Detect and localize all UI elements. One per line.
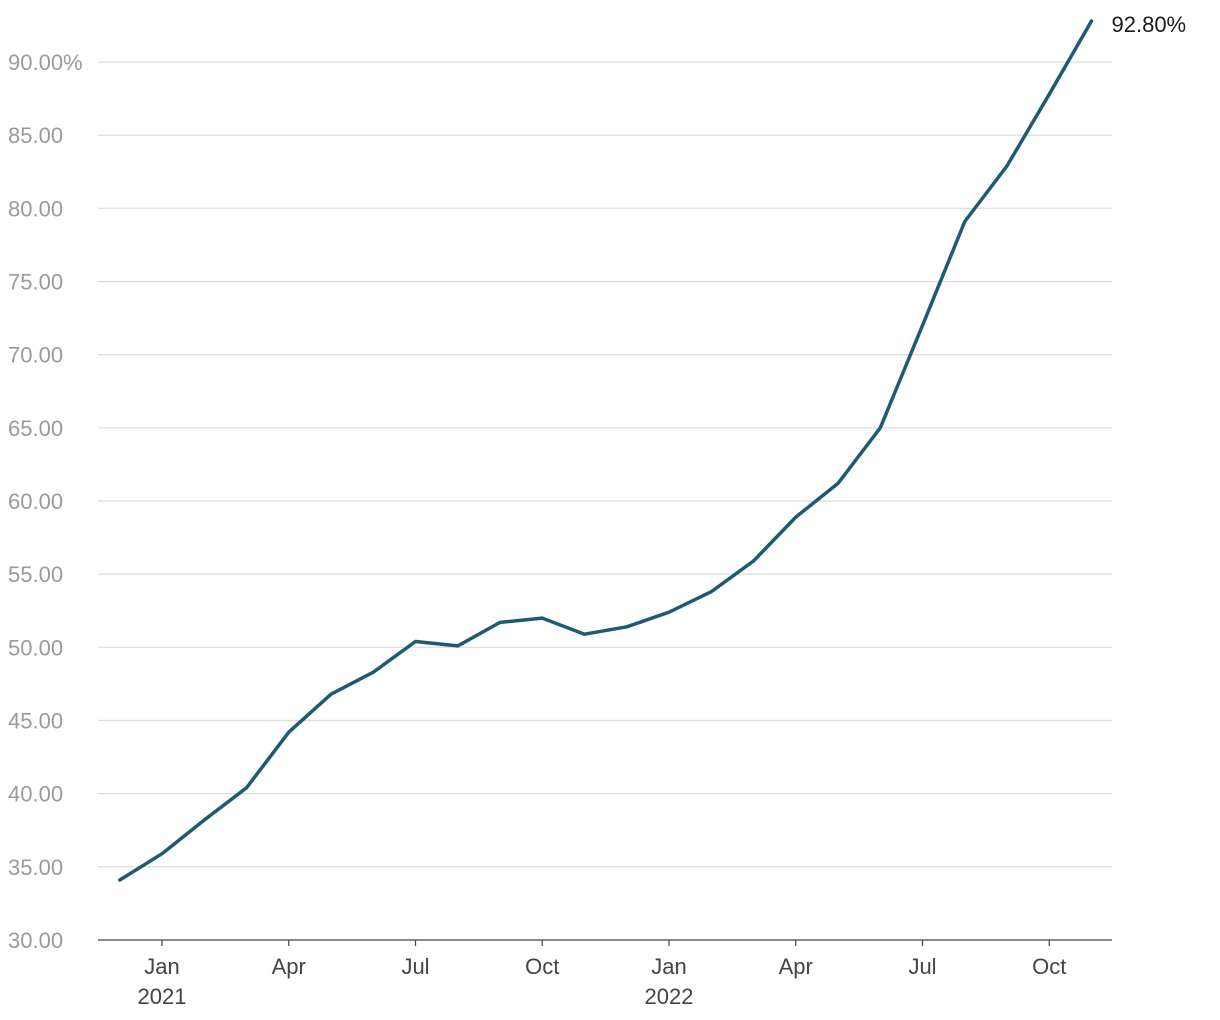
y-tick-label: 80.00 — [8, 196, 63, 221]
x-tick-label: Oct — [525, 954, 559, 979]
x-tick-label: Jul — [401, 954, 429, 979]
x-tick-label: Jul — [908, 954, 936, 979]
x-tick-year-label: 2021 — [138, 984, 187, 1009]
x-tick-label: Oct — [1032, 954, 1066, 979]
y-tick-label: 50.00 — [8, 635, 63, 660]
x-tick-label: Apr — [779, 954, 813, 979]
y-tick-label: 40.00 — [8, 782, 63, 807]
y-tick-label: 70.00 — [8, 343, 63, 368]
x-tick-label: Apr — [272, 954, 306, 979]
y-axis-tick-labels: 30.00 35.00 40.00 45.00 50.00 55.00 60.00 65.00… — [8, 50, 83, 953]
y-tick-label: 85.00 — [8, 123, 63, 148]
x-tick-label: Jan — [651, 954, 686, 979]
x-axis-tick-labels: Jan 2021 Apr Jul Oct Jan 2022 Apr Jul Oct — [138, 954, 1067, 1009]
series-line — [118, 19, 1094, 882]
x-tick-label: Jan — [144, 954, 179, 979]
x-axis-ticks — [161, 940, 1050, 946]
x-tick-year-label: 2022 — [645, 984, 694, 1009]
y-tick-label: 55.00 — [8, 562, 63, 587]
series-lines — [118, 19, 1094, 882]
gridlines — [98, 61, 1112, 868]
y-tick-label: 45.00 — [8, 708, 63, 733]
y-tick-label: 30.00 — [8, 928, 63, 953]
annotations: 92.80% — [1112, 12, 1187, 37]
y-tick-label: 65.00 — [8, 416, 63, 441]
y-tick-label: 90.00% — [8, 50, 83, 75]
end-value-label: 92.80% — [1112, 12, 1187, 37]
y-tick-label: 75.00 — [8, 269, 63, 294]
y-tick-label: 35.00 — [8, 855, 63, 880]
y-tick-label: 60.00 — [8, 489, 63, 514]
